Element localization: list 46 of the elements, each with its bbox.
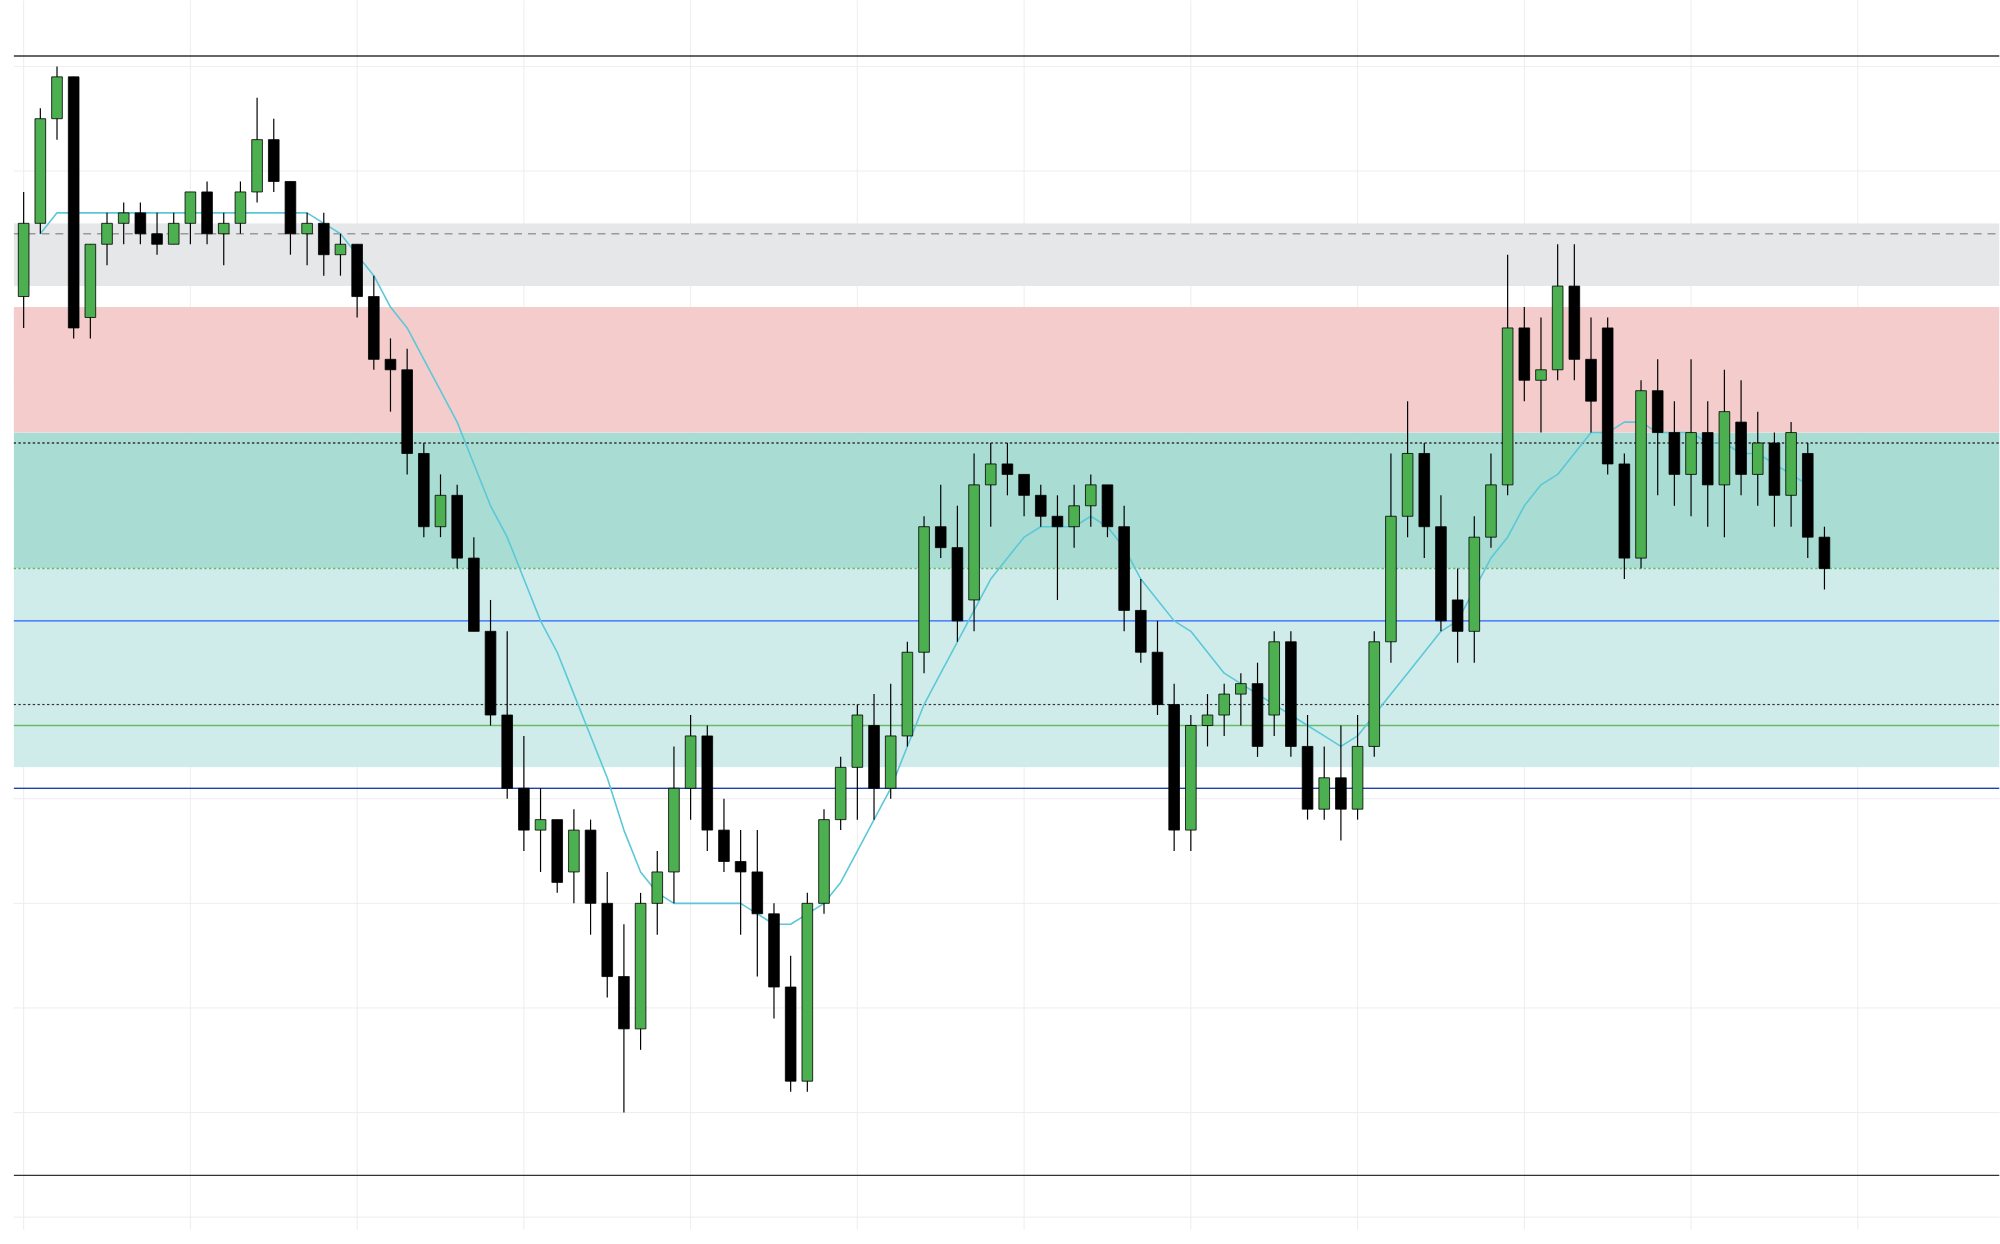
candlestick [1535,317,1547,434]
candlestick [1818,526,1831,591]
candlestick [934,484,947,560]
candlestick [1135,578,1147,664]
candlestick [51,66,63,141]
candlestick [234,181,247,235]
candlestick [1001,442,1014,497]
candlestick [1035,484,1047,528]
candlestick [985,442,997,528]
candlestick [1318,746,1330,821]
candlestick [518,735,530,852]
candlestick [384,338,397,413]
candlestick [1235,672,1247,727]
candlestick [318,212,330,277]
candlestick [117,202,130,246]
candlestick [1668,400,1681,507]
candlestick [651,850,664,936]
candlestick [1051,495,1064,601]
candlestick [1685,359,1697,518]
candlestick [718,798,730,873]
candlestick [434,474,447,539]
candlestick [1018,474,1030,518]
candlestick [184,191,197,246]
candlestick [1451,568,1464,664]
candlestick [1585,317,1597,434]
candlestick [568,808,580,905]
candlestick [268,118,280,193]
candlestick [134,202,147,246]
candlestick [151,212,163,256]
candlestick [1335,725,1347,842]
candlestick [1068,484,1080,549]
candlestick [1201,693,1214,748]
candlestick [334,233,347,277]
candlestick [751,829,764,978]
candlestick [218,212,230,267]
candlestick [167,212,180,246]
candlestick [1101,484,1114,539]
candlestick [1651,359,1664,497]
candlestick [734,829,747,936]
candlestick [301,212,313,267]
candlestick [201,181,213,246]
candlestick [1218,683,1230,737]
candlestick [1752,411,1764,507]
candlestick [1085,474,1097,528]
candlestick [101,212,113,267]
candlestick [534,787,547,873]
